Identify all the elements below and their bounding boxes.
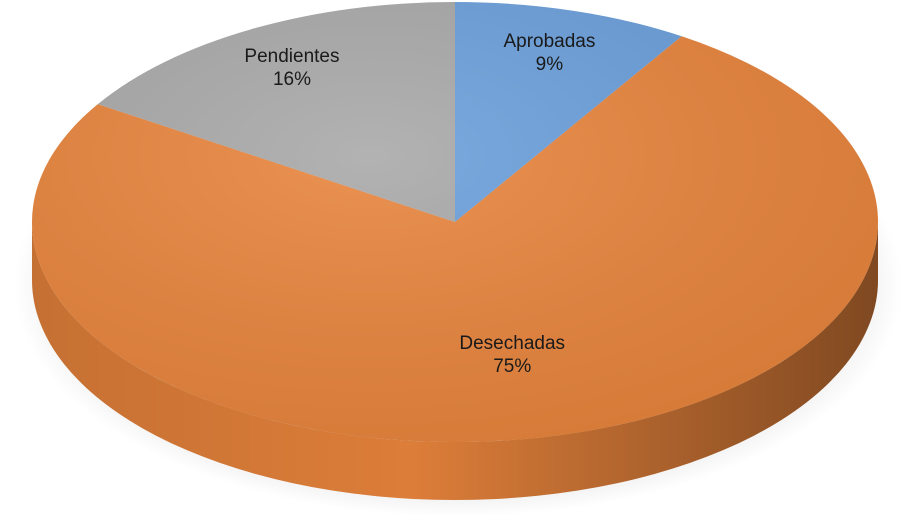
value-label: 75% (493, 356, 531, 377)
value-label: 9% (536, 54, 564, 75)
side-shade (32, 222, 878, 500)
value-label: 16% (273, 69, 311, 90)
top-shade (32, 2, 878, 442)
category-label: Aprobadas (503, 31, 595, 52)
category-label: Desechadas (459, 333, 565, 354)
category-label: Pendientes (244, 46, 339, 67)
